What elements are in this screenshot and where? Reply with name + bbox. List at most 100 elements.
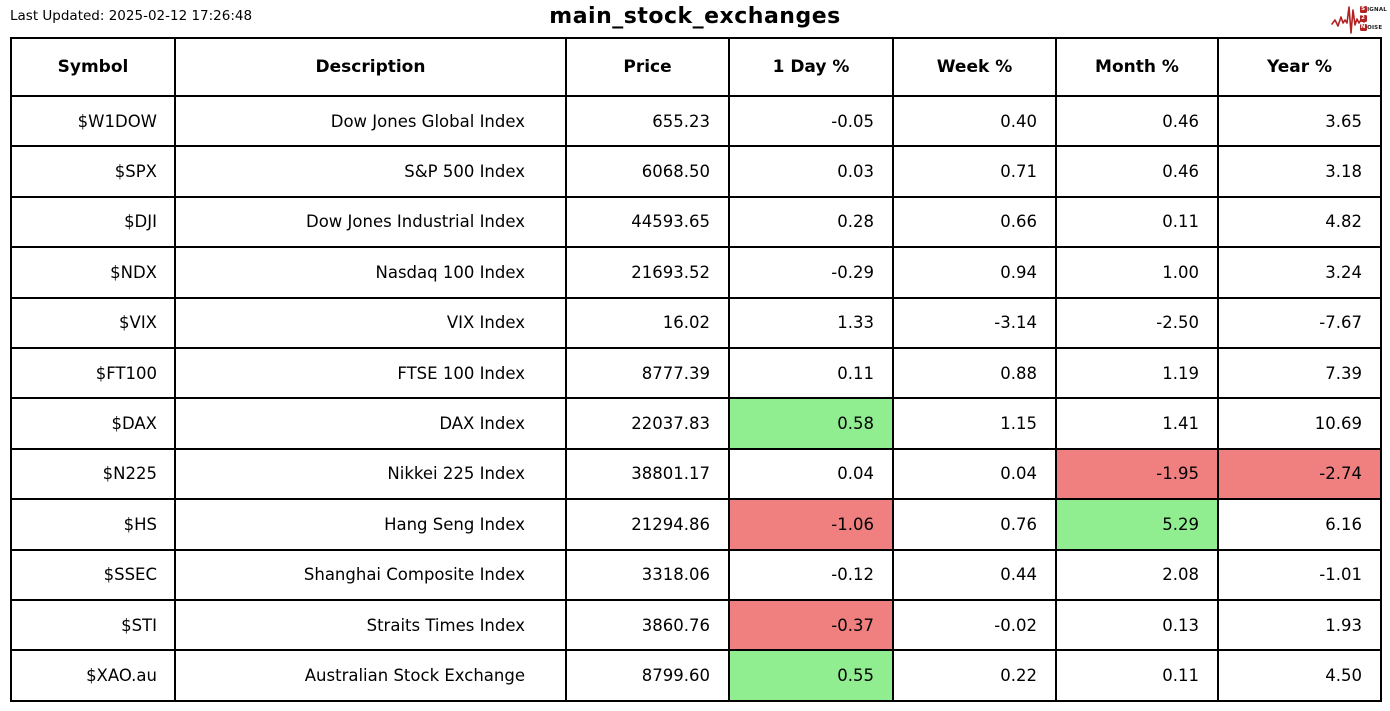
logo-line-signal: S IGNAL xyxy=(1359,5,1387,14)
logo-badge-s: S xyxy=(1359,6,1367,13)
cell-price: 22037.83 xyxy=(565,397,730,450)
column-header-1day: 1 Day % xyxy=(728,37,894,97)
table-row: $VIX VIX Index 16.02 1.33 -3.14 -2.50 -7.67 xyxy=(10,296,1382,349)
column-header-month: Month % xyxy=(1055,37,1219,97)
cell-price: 21693.52 xyxy=(565,246,730,299)
cell-description: VIX Index xyxy=(174,296,567,349)
cell-year: 6.16 xyxy=(1217,498,1382,551)
cell-week: 1.15 xyxy=(892,397,1057,450)
cell-year: 10.69 xyxy=(1217,397,1382,450)
cell-month: 0.46 xyxy=(1055,145,1219,198)
cell-price: 3318.06 xyxy=(565,548,730,601)
ecg-waveform-icon xyxy=(1330,6,1365,34)
cell-week: 0.66 xyxy=(892,195,1057,249)
cell-day: 0.58 xyxy=(728,397,894,450)
cell-symbol: $VIX xyxy=(10,296,176,349)
logo-badge-n: N xyxy=(1359,24,1367,31)
cell-week: 0.44 xyxy=(892,548,1057,601)
cell-month: -2.50 xyxy=(1055,296,1219,349)
header-bar: Last Updated: 2025-02-12 17:26:48 main_s… xyxy=(0,0,1390,37)
cell-description: Shanghai Composite Index xyxy=(174,548,567,601)
cell-day: 0.11 xyxy=(728,346,894,400)
column-header-description: Description xyxy=(174,37,567,97)
cell-symbol: $SPX xyxy=(10,145,176,198)
cell-description: S&P 500 Index xyxy=(174,145,567,198)
cell-description: DAX Index xyxy=(174,397,567,450)
cell-symbol: $FT100 xyxy=(10,346,176,400)
column-header-year: Year % xyxy=(1217,37,1382,97)
cell-week: 0.40 xyxy=(892,94,1057,148)
cell-symbol: $DAX xyxy=(10,397,176,450)
cell-week: -3.14 xyxy=(892,296,1057,349)
column-header-price: Price xyxy=(565,37,730,97)
table-body: $W1DOW Dow Jones Global Index 655.23 -0.05 0… xyxy=(10,94,1382,702)
last-updated-text: Last Updated: 2025-02-12 17:26:48 xyxy=(10,8,253,24)
column-header-symbol: Symbol xyxy=(10,37,176,97)
cell-description: Nasdaq 100 Index xyxy=(174,246,567,299)
logo-badge-2: 2 xyxy=(1359,15,1367,22)
cell-year: -1.01 xyxy=(1217,548,1382,601)
cell-description: Dow Jones Global Index xyxy=(174,94,567,148)
cell-year: -2.74 xyxy=(1217,447,1382,501)
table-row: $FT100 FTSE 100 Index 8777.39 0.11 0.88 1.19 7… xyxy=(10,346,1382,400)
cell-description: Straits Times Index xyxy=(174,598,567,652)
cell-description: Australian Stock Exchange xyxy=(174,649,567,702)
table-row: $DJI Dow Jones Industrial Index 44593.65 0.… xyxy=(10,195,1382,249)
table-row: $XAO.au Australian Stock Exchange 8799.60 0… xyxy=(10,649,1382,702)
stock-exchanges-table: Symbol Description Price 1 Day % Week % … xyxy=(10,37,1382,702)
logo-line-noise: N OISE xyxy=(1359,23,1387,32)
cell-description: FTSE 100 Index xyxy=(174,346,567,400)
cell-month: 1.00 xyxy=(1055,246,1219,299)
table-row: $DAX DAX Index 22037.83 0.58 1.15 1.41 10.69 xyxy=(10,397,1382,450)
cell-price: 6068.50 xyxy=(565,145,730,198)
cell-description: Nikkei 225 Index xyxy=(174,447,567,501)
cell-year: 1.93 xyxy=(1217,598,1382,652)
cell-symbol: $HS xyxy=(10,498,176,551)
cell-month: 2.08 xyxy=(1055,548,1219,601)
cell-year: 4.50 xyxy=(1217,649,1382,702)
table-row: $SPX S&P 500 Index 6068.50 0.03 0.71 0.46 3.18 xyxy=(10,145,1382,198)
cell-month: 0.11 xyxy=(1055,649,1219,702)
cell-month: 0.13 xyxy=(1055,598,1219,652)
cell-symbol: $STI xyxy=(10,598,176,652)
waveform-path xyxy=(1330,6,1365,34)
cell-price: 38801.17 xyxy=(565,447,730,501)
cell-day: 0.55 xyxy=(728,649,894,702)
cell-description: Hang Seng Index xyxy=(174,498,567,551)
table-header-row: Symbol Description Price 1 Day % Week % … xyxy=(10,37,1382,97)
cell-year: -7.67 xyxy=(1217,296,1382,349)
cell-symbol: $DJI xyxy=(10,195,176,249)
table-row: $SSEC Shanghai Composite Index 3318.06 -0.1… xyxy=(10,548,1382,601)
cell-price: 3860.76 xyxy=(565,598,730,652)
cell-month: 0.46 xyxy=(1055,94,1219,148)
cell-week: 0.04 xyxy=(892,447,1057,501)
cell-month: 1.41 xyxy=(1055,397,1219,450)
signal2noise-logo: S IGNAL 2 N OISE xyxy=(1330,1,1387,36)
cell-year: 3.24 xyxy=(1217,246,1382,299)
cell-week: 0.76 xyxy=(892,498,1057,551)
cell-symbol: $NDX xyxy=(10,246,176,299)
cell-price: 8799.60 xyxy=(565,649,730,702)
cell-week: 0.94 xyxy=(892,246,1057,299)
column-header-week: Week % xyxy=(892,37,1057,97)
cell-week: 0.88 xyxy=(892,346,1057,400)
cell-year: 4.82 xyxy=(1217,195,1382,249)
table-row: $STI Straits Times Index 3860.76 -0.37 -0.02… xyxy=(10,598,1382,652)
table-row: $HS Hang Seng Index 21294.86 -1.06 0.76 5.29 6… xyxy=(10,498,1382,551)
cell-day: -0.05 xyxy=(728,94,894,148)
cell-price: 21294.86 xyxy=(565,498,730,551)
cell-year: 7.39 xyxy=(1217,346,1382,400)
cell-year: 3.65 xyxy=(1217,94,1382,148)
table-row: $W1DOW Dow Jones Global Index 655.23 -0.05 0… xyxy=(10,94,1382,148)
cell-price: 8777.39 xyxy=(565,346,730,400)
cell-day: 0.04 xyxy=(728,447,894,501)
table-row: $NDX Nasdaq 100 Index 21693.52 -0.29 0.94 1.0… xyxy=(10,246,1382,299)
page-title: main_stock_exchanges xyxy=(549,4,841,29)
cell-day: 1.33 xyxy=(728,296,894,349)
cell-month: 5.29 xyxy=(1055,498,1219,551)
cell-description: Dow Jones Industrial Index xyxy=(174,195,567,249)
cell-price: 655.23 xyxy=(565,94,730,148)
cell-day: 0.03 xyxy=(728,145,894,198)
cell-symbol: $SSEC xyxy=(10,548,176,601)
cell-week: 0.22 xyxy=(892,649,1057,702)
